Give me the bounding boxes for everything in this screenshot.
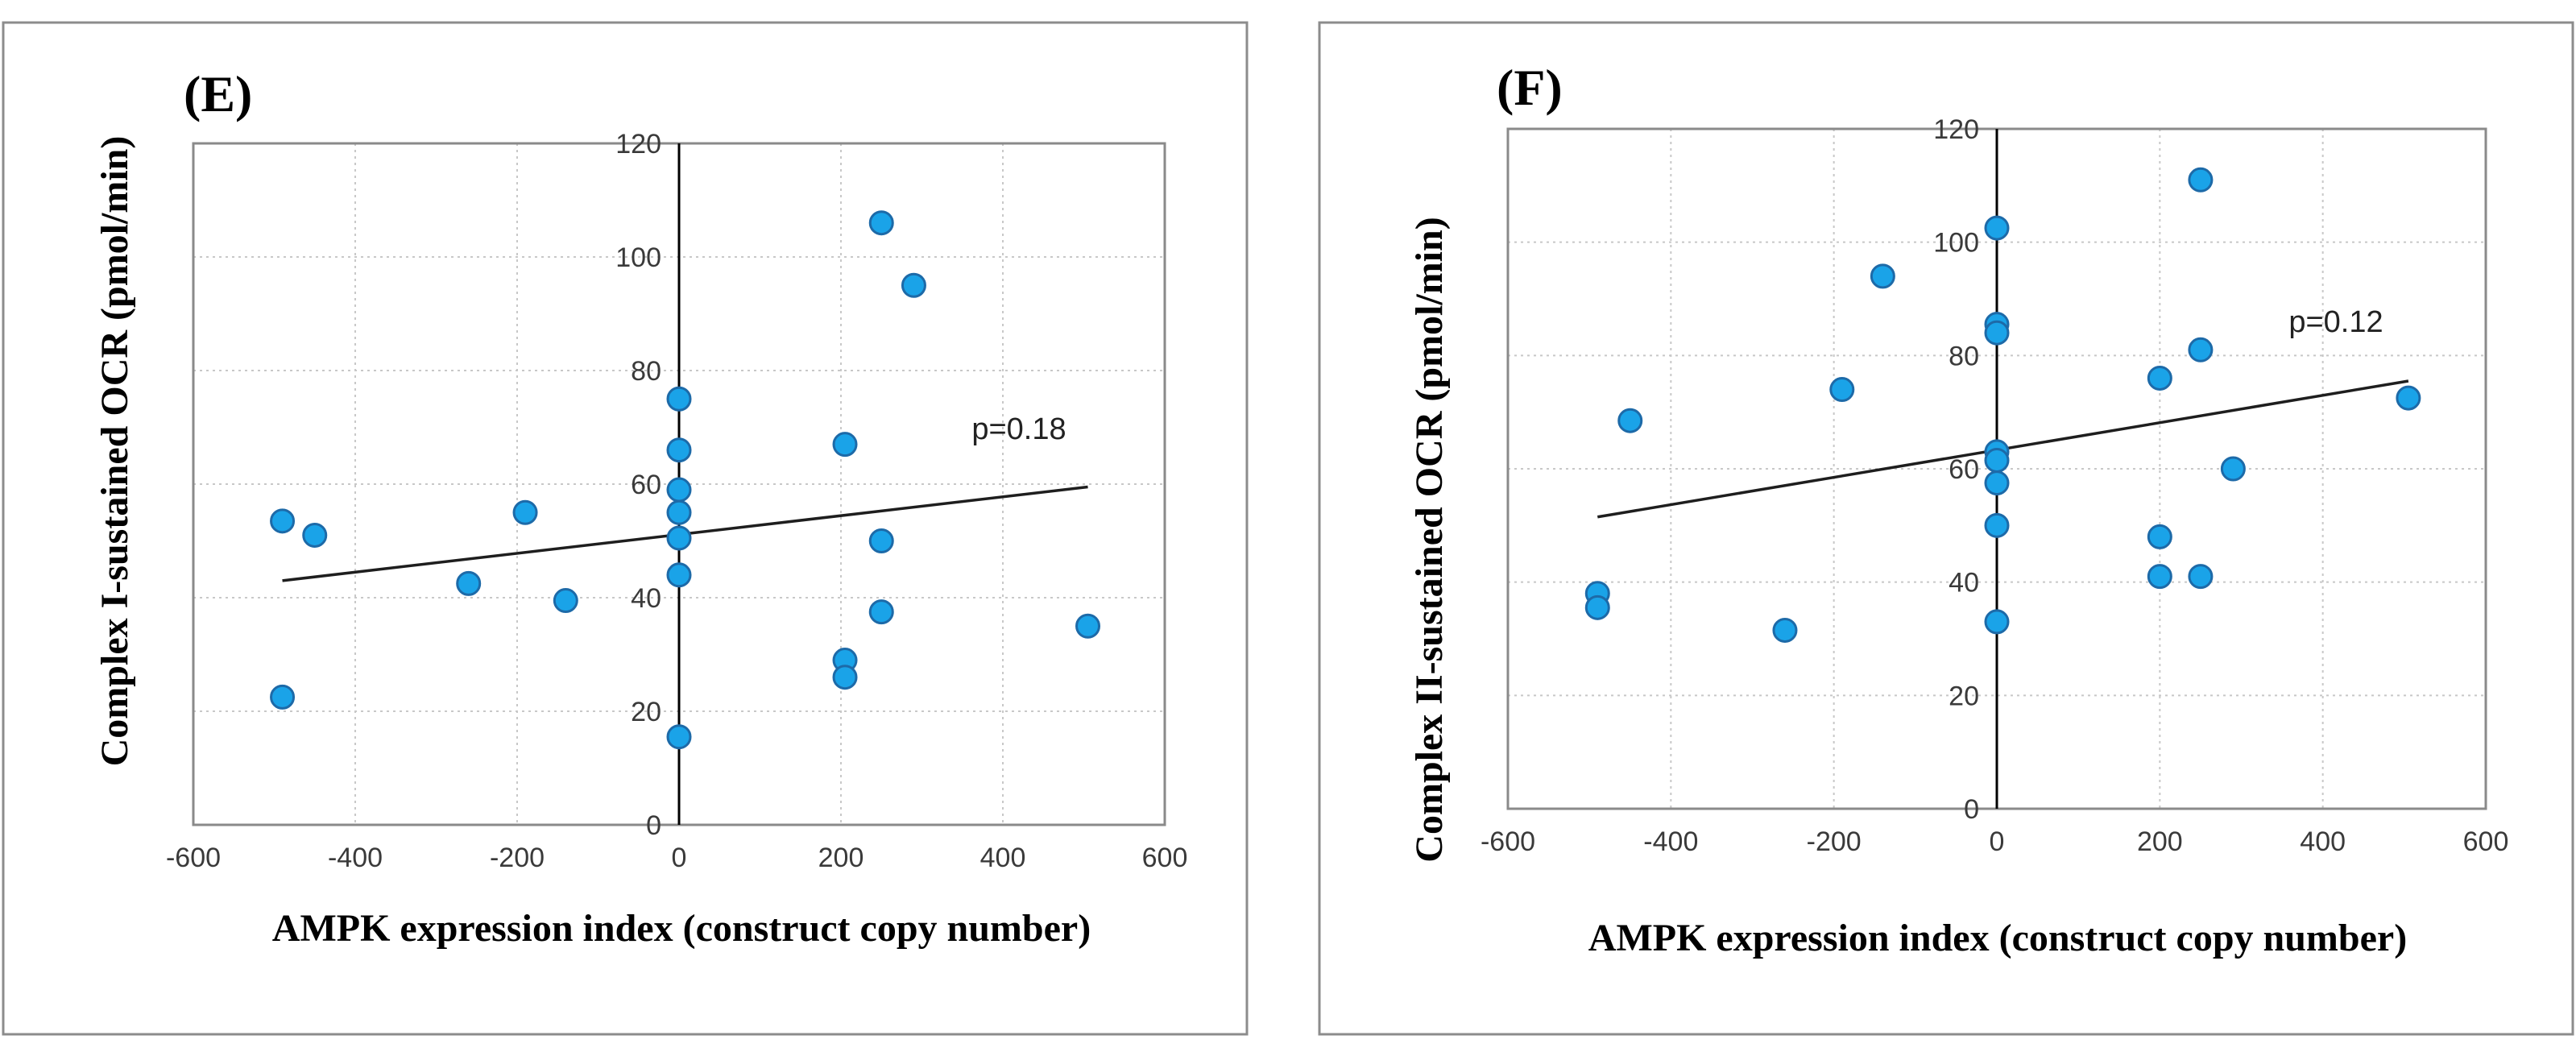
panel-f-data-point — [1829, 377, 1855, 403]
panel-e-x-tick-label: 400 — [980, 843, 1026, 873]
panel-f-y-tick-label: 0 — [1964, 794, 1979, 825]
panel-f-x-tick-label: 0 — [1990, 826, 2005, 857]
panel-f-data-point — [2220, 456, 2246, 482]
panel-f-data-point — [2147, 564, 2172, 590]
panel-f-data-point — [1584, 594, 1610, 620]
panel-f-y-tick-label: 40 — [1949, 568, 1979, 598]
panel-e-y-tick-label: 40 — [631, 583, 661, 614]
panel-e-frame — [2, 21, 1249, 1036]
panel-e-data-point — [832, 665, 858, 690]
panel-f-x-tick-label: 200 — [2137, 826, 2183, 857]
panel-e-data-point — [868, 210, 894, 236]
panel-e-label: (E) — [184, 65, 252, 122]
panel-f-x-axis-title: AMPK expression index (construct copy nu… — [1588, 917, 2407, 959]
panel-f-p-value-annotation: p=0.12 — [2288, 305, 2383, 339]
panel-f-y-tick-label: 20 — [1949, 681, 1979, 711]
panel-f-data-point — [1984, 215, 2010, 241]
panel-e-y-tick-label: 60 — [631, 470, 661, 500]
panel-f-frame — [1318, 21, 2574, 1036]
panel-f-data-point — [2188, 564, 2214, 590]
panel-e-y-tick-label: 120 — [615, 129, 661, 159]
panel-e-data-point — [666, 724, 692, 750]
panel-e-data-point — [553, 588, 578, 614]
panel-e-data-point — [1075, 613, 1101, 639]
panel-e-data-point — [270, 684, 296, 710]
panel-f-x-tick-label: -200 — [1807, 826, 1862, 857]
panel-e-data-point — [302, 522, 328, 548]
panel-f-y-axis-title: Complex II-sustained OCR (pmol/min) — [1408, 217, 1451, 862]
panel-f-x-tick-label: -400 — [1643, 826, 1698, 857]
panel-f-data-point — [1984, 320, 2010, 346]
panel-f-y-tick-label: 60 — [1949, 454, 1979, 485]
panel-e-y-axis-title: Complex I-sustained OCR (pmol/min) — [93, 136, 136, 767]
panel-f-x-tick-label: 400 — [2300, 826, 2346, 857]
panel-f-data-point — [2147, 524, 2172, 549]
panel-e-data-point — [270, 508, 296, 534]
panel-f-data-point — [2147, 365, 2172, 391]
panel-e-data-point — [666, 477, 692, 503]
panel-f-data-point — [1984, 512, 2010, 538]
panel-f-data-point — [1772, 617, 1798, 643]
panel-f-x-tick-label: 600 — [2463, 826, 2509, 857]
panel-f-data-point — [1870, 263, 1895, 289]
panel-e-y-tick-label: 20 — [631, 697, 661, 727]
panel-f-data-point — [1984, 470, 2010, 496]
panel-e-data-point — [666, 562, 692, 588]
panel-f-y-tick-label: 100 — [1933, 228, 1979, 259]
panel-e-data-point — [666, 386, 692, 412]
panel-e-data-point — [901, 272, 926, 298]
panel-e-data-point — [868, 599, 894, 625]
panel-e-x-tick-label: 600 — [1142, 843, 1188, 873]
panel-e-x-tick-label: -200 — [490, 843, 545, 873]
panel-e-y-tick-label: 100 — [615, 242, 661, 273]
panel-e-x-tick-label: -600 — [166, 843, 221, 873]
panel-f-label: (F) — [1497, 59, 1563, 116]
panel-e-data-point — [666, 437, 692, 463]
panel-f-data-point — [2188, 167, 2214, 193]
panel-e-data-point — [512, 499, 538, 525]
panel-e-data-point — [666, 499, 692, 525]
panel-e-x-axis-title: AMPK expression index (construct copy nu… — [272, 907, 1091, 950]
panel-f-y-tick-label: 120 — [1933, 114, 1979, 145]
panel-e-x-tick-label: -400 — [328, 843, 383, 873]
panel-e-chart: 0 20 40 60 80 100 120 -600 -400 -200 0 200 400 600 p=0… — [166, 129, 1187, 873]
panel-f-data-point — [1617, 408, 1643, 433]
panel-e-y-tick-label: 0 — [646, 810, 661, 841]
panel-f-data-point — [1984, 609, 2010, 635]
panel-f-data-point — [2188, 337, 2214, 362]
panel-f-x-tick-label: -600 — [1481, 826, 1535, 857]
panel-e-x-tick-label: 0 — [672, 843, 687, 873]
panel-f-y-tick-label: 80 — [1949, 341, 1979, 371]
panel-e: (E) 0 20 40 60 80 100 120 -600 -400 -200 0 200 400 60… — [2, 21, 1249, 1036]
panel-f-chart: 0 20 40 60 80 100 120 -600 -400 -200 0 200 400 600 p=0… — [1481, 114, 2508, 857]
panel-e-y-tick-label: 80 — [631, 356, 661, 387]
panel-e-data-point — [666, 525, 692, 551]
panel-e-data-point — [832, 432, 858, 458]
panel-e-x-tick-label: 200 — [818, 843, 864, 873]
panel-e-data-point — [868, 528, 894, 553]
panel-f-data-point — [2396, 385, 2421, 411]
panel-e-p-value-annotation: p=0.18 — [971, 412, 1066, 446]
panel-f: (F) 0 20 40 60 80 100 120 -600 -400 -200 0 200 400 60… — [1318, 21, 2574, 1036]
panel-f-data-point — [1984, 447, 2010, 473]
panel-e-data-point — [456, 570, 482, 596]
